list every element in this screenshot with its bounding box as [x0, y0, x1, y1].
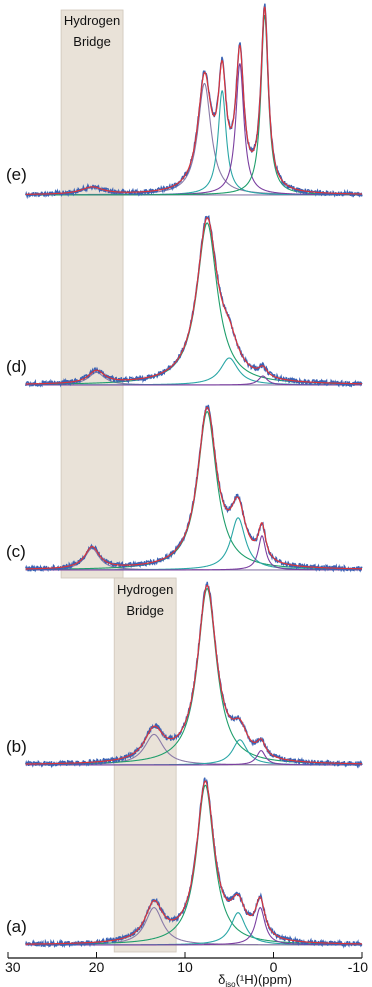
band-label-line1-2: Hydrogen: [117, 582, 173, 597]
x-tick-label-4: -10: [348, 959, 368, 975]
x-axis-label: δiso(¹H)(ppm): [218, 972, 292, 987]
band-label-line1-1: Hydrogen: [64, 13, 120, 28]
fit-envelope-a: [25, 780, 363, 945]
component-a-4: [25, 907, 362, 946]
x-tick-label-2: 10: [177, 959, 193, 975]
component-b-2: [25, 587, 362, 765]
band-label-line2-1: Bridge: [73, 34, 111, 49]
panel-label-e: (e): [6, 165, 27, 184]
x-tick-label-1: 20: [89, 959, 105, 975]
x-axis-label-sub: iso: [225, 980, 236, 987]
x-axis-ticks: 30 20 10 0 -10: [5, 952, 368, 975]
band-label-line2-2: Bridge: [126, 603, 164, 618]
panel-labels: Hydrogen Bridge Hydrogen Bridge (e) (d) (c) (b)…: [6, 13, 173, 936]
fit-envelope-c: [25, 406, 363, 570]
experimental-spectrum-a: [25, 777, 363, 949]
component-a-1: [25, 907, 362, 946]
panel-label-d: (d): [6, 357, 27, 376]
x-tick-label-0: 30: [5, 959, 21, 975]
component-c-4: [25, 535, 362, 571]
fit-envelope-d: [25, 217, 363, 385]
panel-label-b: (b): [6, 737, 27, 756]
x-tick-label-3: 0: [270, 959, 278, 975]
experimental-spectrum-b: [25, 581, 363, 769]
fit-components: [25, 15, 363, 946]
fitted-envelopes: [25, 6, 363, 945]
fit-envelope-b: [25, 584, 363, 765]
x-axis-label-main: δ: [218, 972, 225, 987]
x-axis-label-rest: (¹H)(ppm): [236, 972, 292, 987]
component-d-4: [25, 375, 362, 386]
fit-envelope-e: [25, 6, 363, 195]
hydrogen-bridge-bands: [60, 9, 177, 953]
panel-label-c: (c): [6, 542, 26, 561]
component-b-4: [25, 750, 362, 766]
hydrogen-bridge-band-1: [60, 9, 124, 579]
panel-label-a: (a): [6, 917, 27, 936]
